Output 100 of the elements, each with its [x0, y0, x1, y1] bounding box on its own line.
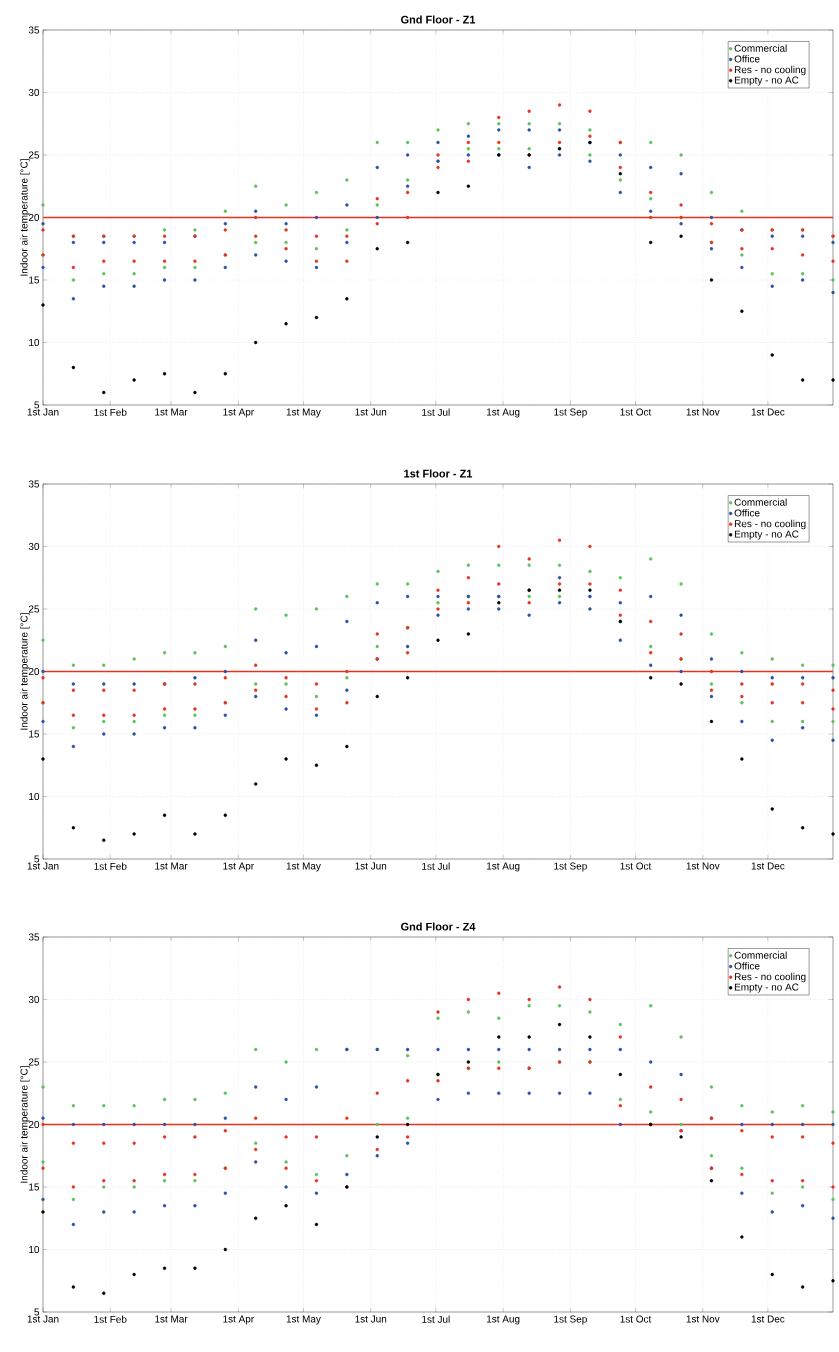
- y-tick-label: 35: [28, 933, 40, 941]
- point: [162, 1266, 167, 1270]
- point: [162, 228, 167, 232]
- point: [102, 838, 106, 842]
- point: [527, 128, 531, 132]
- point: [284, 247, 288, 251]
- point: [618, 576, 623, 580]
- y-tick-label: 30: [28, 995, 40, 1004]
- point: [284, 203, 288, 207]
- point: [831, 1110, 835, 1114]
- point: [800, 1135, 805, 1139]
- point: [618, 1072, 623, 1077]
- point: [618, 1022, 623, 1027]
- point: [132, 832, 136, 836]
- point: [800, 726, 805, 730]
- point: [254, 209, 258, 213]
- point: [618, 153, 623, 157]
- point: [679, 669, 683, 674]
- point: [284, 1166, 288, 1170]
- point: [497, 1060, 501, 1064]
- point: [132, 284, 136, 288]
- point: [800, 663, 805, 667]
- y-tick-label: 5: [34, 1308, 40, 1316]
- point: [679, 1035, 683, 1039]
- point: [831, 688, 835, 692]
- point: [740, 757, 744, 761]
- point: [405, 1054, 410, 1058]
- point: [466, 153, 471, 157]
- point: [314, 247, 319, 251]
- point: [254, 1047, 258, 1052]
- point: [497, 1047, 501, 1052]
- point: [649, 1060, 653, 1064]
- point: [831, 719, 835, 724]
- point: [800, 1204, 805, 1208]
- point: [709, 1154, 714, 1158]
- point: [709, 1085, 714, 1089]
- point: [679, 222, 683, 226]
- point: [254, 607, 258, 611]
- point: [405, 178, 410, 182]
- point: [71, 688, 76, 692]
- point: [831, 1122, 835, 1127]
- point: [132, 1272, 136, 1277]
- point: [41, 719, 45, 724]
- point: [132, 732, 136, 736]
- point: [588, 128, 592, 132]
- point: [102, 1291, 106, 1295]
- point: [41, 1085, 45, 1089]
- point: [740, 694, 744, 699]
- point: [102, 713, 106, 717]
- point: [102, 390, 106, 395]
- point: [405, 1122, 410, 1127]
- point: [193, 228, 197, 232]
- point: [557, 122, 562, 126]
- point: [800, 1185, 805, 1189]
- point: [679, 234, 683, 238]
- point: [284, 1185, 288, 1189]
- point: [770, 1122, 774, 1127]
- point: [345, 669, 349, 674]
- point: [436, 1097, 440, 1102]
- point: [740, 719, 744, 724]
- point: [618, 172, 623, 176]
- point: [679, 682, 683, 686]
- point: [527, 997, 531, 1002]
- point: [436, 638, 440, 642]
- point: [193, 1122, 197, 1127]
- point: [679, 1072, 683, 1077]
- x-tick-label: 1st Mar: [155, 862, 188, 870]
- point: [588, 544, 592, 549]
- point: [649, 663, 653, 667]
- point: [132, 1210, 136, 1214]
- x-tick-label: 1st Oct: [620, 408, 652, 416]
- point: [314, 1085, 319, 1089]
- point: [71, 726, 76, 730]
- point: [314, 644, 319, 649]
- point: [466, 159, 471, 163]
- point: [649, 140, 653, 145]
- point: [102, 259, 106, 263]
- point: [375, 644, 379, 649]
- point: [466, 997, 471, 1002]
- point: [588, 109, 592, 113]
- point: [557, 563, 562, 567]
- point: [71, 663, 76, 667]
- legend-label: Empty - no AC: [734, 983, 799, 993]
- point: [800, 1122, 805, 1127]
- point: [436, 588, 440, 592]
- point: [770, 1272, 774, 1277]
- point: [679, 1135, 683, 1139]
- point: [405, 153, 410, 157]
- point: [557, 153, 562, 157]
- point: [102, 682, 106, 686]
- point: [740, 1172, 744, 1177]
- x-tick-label: 1st Jul: [422, 1315, 450, 1323]
- x-tick-label: 1st Apr: [223, 1315, 254, 1325]
- y-tick-label: 10: [29, 1245, 40, 1254]
- point: [405, 215, 410, 220]
- x-tick-label: 1st May: [286, 408, 321, 418]
- point: [375, 165, 379, 170]
- point: [71, 713, 76, 717]
- point: [345, 297, 349, 301]
- legend-label: Commercial: [734, 498, 787, 506]
